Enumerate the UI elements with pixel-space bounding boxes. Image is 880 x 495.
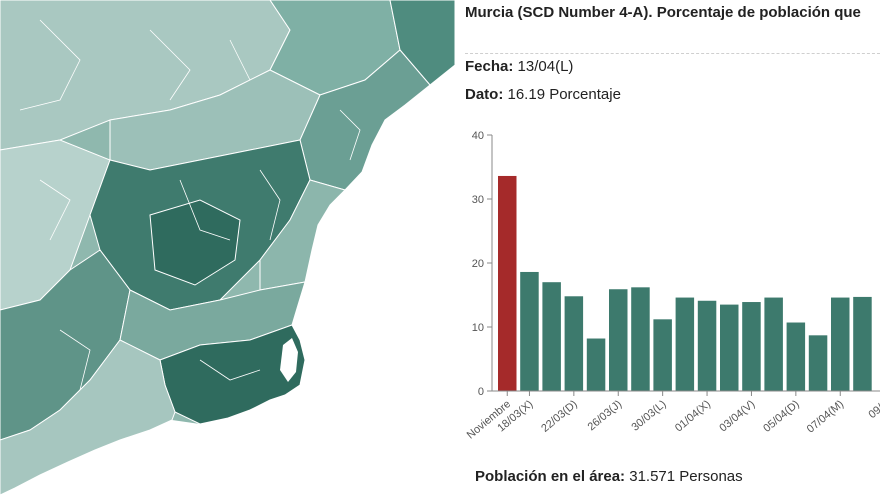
bar[interactable] — [609, 289, 628, 391]
dato-row: Dato: 16.19 Porcentaje — [465, 86, 621, 103]
x-tick-label: 01/04(X) — [673, 398, 713, 434]
bar[interactable] — [631, 287, 650, 391]
bar[interactable] — [720, 304, 739, 391]
y-tick-label: 0 — [478, 386, 484, 398]
bar[interactable] — [742, 302, 761, 391]
bar[interactable] — [786, 322, 806, 391]
x-tick-label: 07/04(M) — [805, 398, 846, 435]
map-svg[interactable] — [0, 0, 455, 495]
choropleth-map[interactable] — [0, 0, 455, 495]
x-tick-label: 03/04(V) — [717, 398, 757, 434]
map-borders — [19, 19, 361, 391]
map-area-cartagena — [159, 324, 306, 425]
y-tick-label: 20 — [472, 258, 484, 270]
info-panel: Murcia (SCD Number 4-A). Porcentaje de p… — [455, 0, 880, 495]
fecha-row: Fecha: 13/04(L) — [465, 58, 573, 75]
bars — [498, 175, 872, 391]
bar[interactable] — [853, 296, 872, 391]
y-tick-label: 30 — [472, 194, 484, 206]
y-tick-label: 10 — [472, 322, 484, 334]
poblacion-label: Población en el área: — [475, 468, 626, 485]
bar[interactable] — [675, 297, 695, 391]
bar[interactable] — [564, 296, 584, 391]
poblacion-value: 31.571 Personas — [629, 468, 743, 485]
bar-highlight[interactable] — [498, 175, 517, 391]
bar[interactable] — [764, 297, 783, 391]
panel-title: Murcia (SCD Number 4-A). Porcentaje de p… — [465, 4, 861, 21]
x-tick-label: 09/0 — [866, 398, 880, 421]
poblacion-row: Población en el área: 31.571 Personas — [475, 468, 743, 485]
mar-menor-lagoon — [280, 338, 298, 382]
x-tick-label: 05/04(D) — [761, 398, 801, 435]
fecha-value: 13/04(L) — [517, 58, 574, 75]
y-tick-label: 40 — [472, 130, 484, 142]
bar[interactable] — [586, 338, 606, 391]
x-tick-label: 26/03(J) — [586, 398, 625, 433]
x-tick-label: 30/03(L) — [629, 398, 668, 434]
map-area-murcia-core — [149, 199, 241, 286]
dato-value: 16.19 Porcentaje — [507, 86, 621, 103]
dato-label: Dato: — [465, 86, 504, 103]
bar[interactable] — [808, 335, 828, 391]
bar[interactable] — [542, 282, 561, 391]
x-tick-label: 22/03(D) — [539, 398, 579, 435]
y-axis: 0 10 20 30 40 — [472, 130, 493, 398]
map-area-far-north-east — [389, 0, 455, 86]
fecha-label: Fecha: — [465, 58, 514, 75]
bar[interactable] — [520, 271, 539, 391]
bar[interactable] — [831, 297, 850, 391]
bar[interactable] — [653, 319, 672, 391]
title-divider — [465, 53, 880, 54]
map-area-south-east — [259, 179, 346, 291]
bar[interactable] — [697, 300, 717, 391]
